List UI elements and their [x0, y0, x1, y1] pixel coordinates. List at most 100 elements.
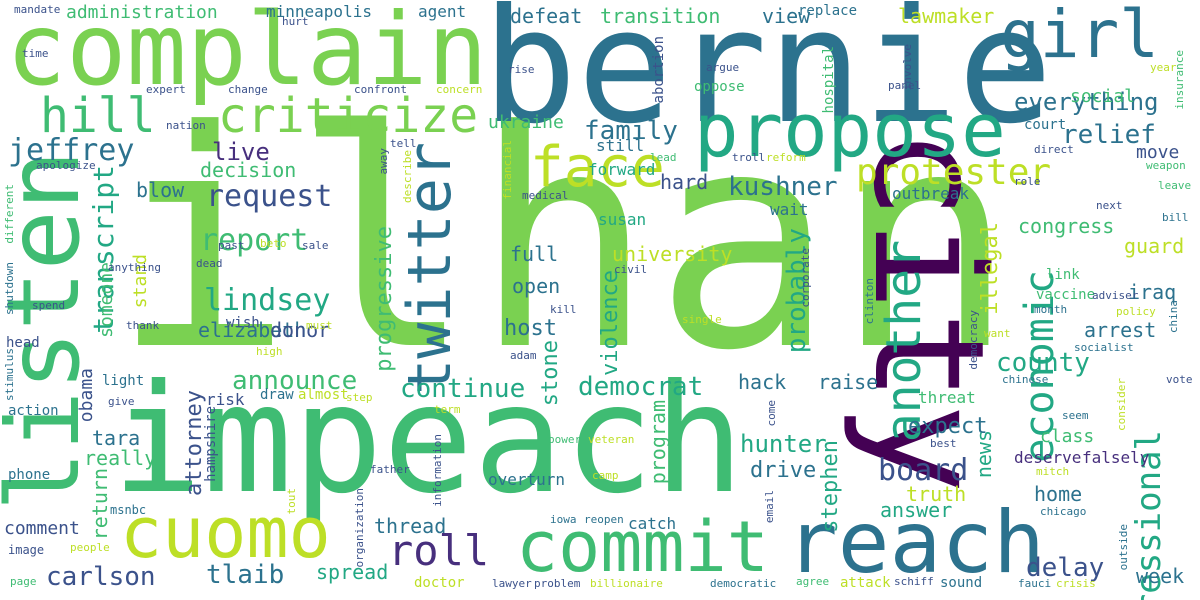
- word: program: [646, 400, 670, 485]
- word: iowa: [550, 513, 577, 526]
- word: different: [3, 184, 16, 244]
- word: reach: [786, 493, 1045, 593]
- word: lawmaker: [898, 4, 995, 28]
- word: hack: [738, 370, 787, 394]
- word: term: [434, 403, 461, 416]
- word: billionaire: [590, 577, 663, 590]
- word: hampshire: [203, 406, 219, 482]
- word: organization: [353, 488, 366, 568]
- word: thank: [126, 319, 160, 332]
- word: beto: [260, 237, 287, 250]
- word: argue: [706, 61, 740, 74]
- word: congress: [1018, 214, 1115, 238]
- word: away: [377, 148, 390, 175]
- word: veteran: [588, 433, 635, 446]
- word: apologize: [36, 159, 96, 172]
- word: phone: [8, 467, 51, 483]
- word: outbreak: [892, 184, 970, 203]
- word: commit: [516, 506, 769, 588]
- word: outside: [1117, 524, 1130, 571]
- word: democrat: [578, 372, 704, 402]
- word: host: [504, 316, 557, 341]
- word: defeat: [510, 4, 583, 28]
- word: kill: [550, 303, 577, 316]
- word: ilhan: [112, 67, 1016, 416]
- word: time: [22, 47, 49, 60]
- word: tell: [390, 137, 417, 150]
- word: panel: [888, 79, 922, 92]
- word: almost: [298, 387, 349, 403]
- word: agree: [796, 575, 830, 588]
- word: comment: [4, 518, 80, 539]
- word: propose: [694, 88, 1006, 174]
- word: guard: [1124, 234, 1185, 258]
- word: chicago: [1040, 505, 1087, 518]
- word: home: [1034, 482, 1083, 506]
- word: class: [1040, 426, 1095, 447]
- word: schiff: [894, 575, 934, 588]
- word: democratic: [710, 577, 777, 590]
- word: describe: [401, 150, 414, 203]
- word: rise: [508, 63, 535, 76]
- word: violence: [598, 270, 623, 376]
- word: answer: [880, 498, 953, 522]
- word: lead: [650, 151, 677, 164]
- word: roll: [388, 526, 490, 575]
- word: mandate: [14, 3, 61, 16]
- word: expect: [908, 414, 988, 439]
- word: consider: [1115, 378, 1128, 431]
- word: stimulus: [3, 348, 16, 401]
- word: step: [346, 391, 373, 404]
- word: carlson: [46, 562, 156, 592]
- word: reform: [766, 151, 806, 164]
- word: still: [596, 136, 645, 155]
- word: corporate: [799, 248, 812, 308]
- word: vaccine: [1036, 287, 1096, 303]
- word: single: [682, 313, 722, 326]
- word: tout: [285, 488, 298, 515]
- word: live: [212, 138, 270, 166]
- word: nation: [166, 119, 206, 132]
- word: shutdown: [3, 262, 16, 315]
- word: doctor: [414, 575, 465, 591]
- word: sale: [302, 239, 329, 252]
- word: view: [762, 4, 811, 28]
- word: best: [930, 437, 957, 450]
- word: progressive: [372, 226, 397, 372]
- word: draw: [260, 387, 294, 403]
- word: msnbc: [110, 503, 147, 517]
- word: agent: [418, 2, 467, 21]
- word: forward: [588, 160, 656, 179]
- word: dead: [196, 257, 223, 270]
- word: transition: [600, 4, 721, 28]
- word: father: [370, 463, 410, 476]
- word: continue: [400, 374, 526, 404]
- word: reopen: [584, 513, 624, 526]
- word: month: [1034, 303, 1068, 316]
- word: china: [1167, 300, 1180, 334]
- word: camp: [592, 469, 619, 482]
- word: hard: [660, 170, 709, 194]
- word: ukraine: [488, 112, 564, 133]
- word: protester: [856, 152, 1052, 193]
- word: light: [102, 373, 145, 389]
- word: confront: [354, 83, 407, 96]
- word: truth: [906, 482, 967, 506]
- word: administration: [66, 2, 218, 23]
- word: donor: [270, 318, 331, 342]
- word: tara: [92, 426, 141, 450]
- word: problem: [534, 577, 581, 590]
- word: hill: [40, 88, 156, 144]
- word: stone: [538, 340, 563, 407]
- word: high: [256, 345, 283, 358]
- word: hospital: [821, 46, 837, 114]
- word: decision: [200, 158, 297, 182]
- word: mitch: [1036, 465, 1070, 478]
- word: email: [763, 490, 776, 524]
- word: tlaib: [206, 560, 285, 590]
- word: board: [878, 453, 969, 488]
- word: wish: [226, 315, 260, 331]
- word: action: [8, 403, 59, 419]
- word: seem: [1062, 409, 1089, 422]
